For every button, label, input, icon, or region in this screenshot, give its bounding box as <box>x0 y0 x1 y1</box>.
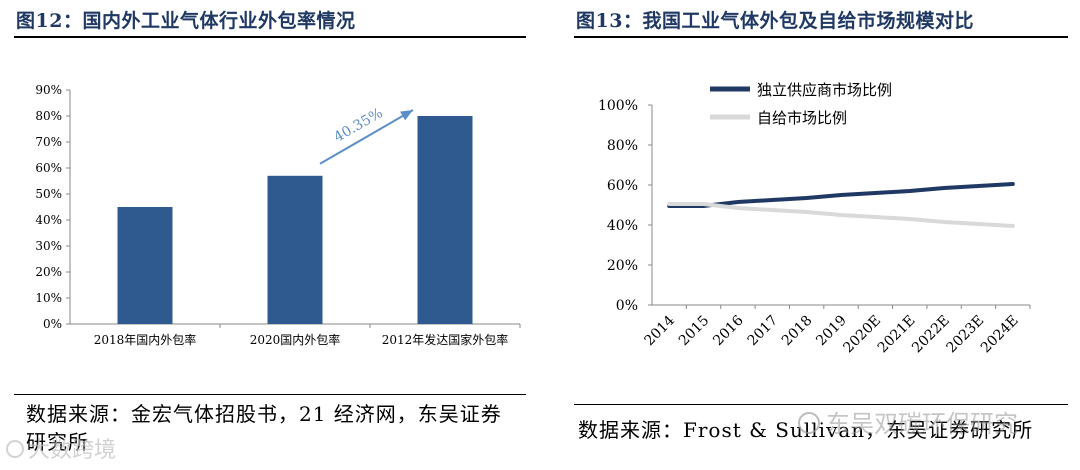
bar-x-tick-label: 2012年发达国家外包率 <box>382 332 509 347</box>
wechat-watermark-icon <box>798 412 820 434</box>
growth-annotation-label: 40.35% <box>331 105 385 146</box>
right-title-rule <box>574 36 1068 38</box>
line-y-tick-label: 80% <box>607 138 638 154</box>
watermark-logo-icon <box>6 440 24 458</box>
bar-y-tick-label: 40% <box>35 213 62 227</box>
line-x-tick-label: 2020E <box>840 313 884 357</box>
bar-y-tick-label: 80% <box>35 109 62 123</box>
line-x-tick-label: 2014 <box>641 312 678 349</box>
left-figure-title: 图12：国内外工业气体行业外包率情况 <box>16 6 355 33</box>
left-title-rule <box>14 36 526 38</box>
line-y-tick-label: 60% <box>607 178 638 194</box>
line-x-tick-label: 2021E <box>875 313 919 357</box>
line-y-tick-label: 0% <box>616 298 638 314</box>
left-source-rule <box>14 394 526 395</box>
right-line-chart: 独立供应商市场比例自给市场比例 0%20%40%60%80%100% 20142… <box>560 60 1080 405</box>
right-figure-panel: 图13：我国工业气体外包及自给市场规模对比 独立供应商市场比例自给市场比例 0%… <box>560 0 1080 470</box>
left-watermark: 大数跨境 <box>28 432 116 464</box>
bar-y-tick-label: 90% <box>35 83 62 97</box>
bar-y-tick-label: 0% <box>43 317 62 331</box>
line-series-path <box>669 184 1013 206</box>
legend-label: 自给市场比例 <box>757 109 847 127</box>
line-y-tick-label: 20% <box>607 258 638 274</box>
bar <box>418 116 473 324</box>
line-y-tick-label: 40% <box>607 218 638 234</box>
line-x-tick-label: 2015 <box>676 313 713 350</box>
bar-y-tick-label: 60% <box>35 161 62 175</box>
left-figure-panel: 图12：国内外工业气体行业外包率情况 0% 10% 20% 30% 40% 50% 60% 7… <box>0 0 540 470</box>
line-y-tick-label: 100% <box>598 98 638 114</box>
bar-x-tick-label: 2020国内外包率 <box>250 332 341 347</box>
left-bar-chart: 0% 10% 20% 30% 40% 50% 60% 70% 80% 90% 2018年国内外包率… <box>0 60 540 400</box>
bar-y-tick-label: 10% <box>35 291 62 305</box>
bar-y-tick-label: 50% <box>35 187 62 201</box>
bar-x-tick-label: 2018年国内外包率 <box>94 332 197 347</box>
left-source-line-1: 数据来源：金宏气体招股书，21 经济网，东吴证券 <box>26 400 526 428</box>
line-x-tick-label: 2023E <box>944 313 988 357</box>
line-x-tick-label: 2024E <box>978 313 1022 357</box>
growth-arrow-head <box>400 110 413 120</box>
bar-y-tick-label: 70% <box>35 135 62 149</box>
legend-label: 独立供应商市场比例 <box>757 81 892 99</box>
bar <box>118 207 173 324</box>
line-x-tick-label: 2022E <box>909 313 953 357</box>
line-x-tick-label: 2016 <box>710 312 747 349</box>
right-figure-title: 图13：我国工业气体外包及自给市场规模对比 <box>576 6 974 33</box>
right-watermark: 东吴双碳环保研究 <box>826 404 1018 439</box>
bar-y-tick-label: 20% <box>35 265 62 279</box>
line-x-tick-label: 2018 <box>779 313 816 350</box>
line-series-path <box>669 204 1013 226</box>
bar-y-tick-label: 30% <box>35 239 62 253</box>
bar <box>268 176 323 324</box>
line-x-tick-label: 2017 <box>745 313 782 350</box>
